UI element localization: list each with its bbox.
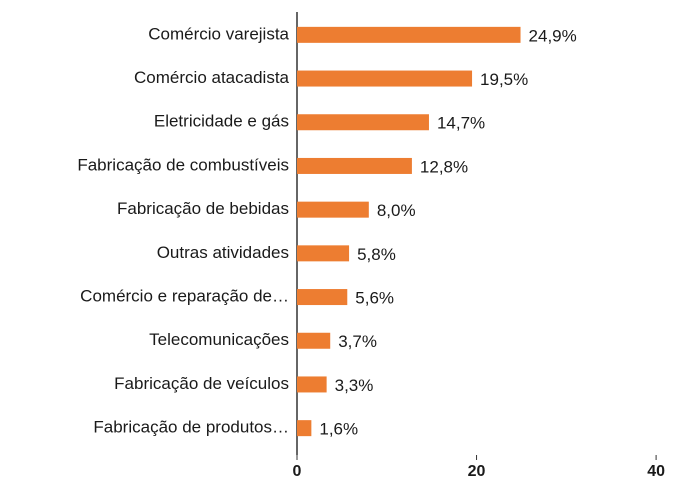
bar <box>297 245 350 262</box>
value-label: 1,6% <box>319 420 358 439</box>
bar <box>297 70 473 87</box>
y-tick-label: Fabricação de produtos… <box>93 418 289 437</box>
y-tick-label: Eletricidade e gás <box>154 112 289 131</box>
value-label: 3,7% <box>338 332 377 351</box>
y-tick-label: Fabricação de bebidas <box>117 199 289 218</box>
value-label: 8,0% <box>377 201 416 220</box>
value-label: 5,8% <box>357 245 396 264</box>
bar <box>297 114 429 131</box>
y-tick-label: Comércio e reparação de… <box>80 287 289 306</box>
y-tick-label: Comércio atacadista <box>134 68 290 87</box>
bar <box>297 332 331 349</box>
y-tick-label: Fabricação de veículos <box>114 374 289 393</box>
y-tick-label: Fabricação de combustíveis <box>77 155 289 174</box>
bar <box>297 376 327 393</box>
value-label: 3,3% <box>335 376 374 395</box>
y-tick-label: Comércio varejista <box>148 24 289 43</box>
value-label: 19,5% <box>480 70 528 89</box>
value-label: 14,7% <box>437 114 485 133</box>
value-label: 12,8% <box>420 157 468 176</box>
bar <box>297 157 412 174</box>
bar <box>297 26 521 43</box>
bar <box>297 420 312 437</box>
y-tick-label: Outras atividades <box>157 243 289 262</box>
x-tick-label: 20 <box>468 463 486 480</box>
bar <box>297 201 369 218</box>
y-tick-label: Telecomunicações <box>149 330 289 349</box>
x-tick-label: 40 <box>647 463 665 480</box>
bar <box>297 289 348 306</box>
value-label: 24,9% <box>529 26 577 45</box>
value-label: 5,6% <box>355 289 394 308</box>
x-tick-label: 0 <box>293 463 302 480</box>
